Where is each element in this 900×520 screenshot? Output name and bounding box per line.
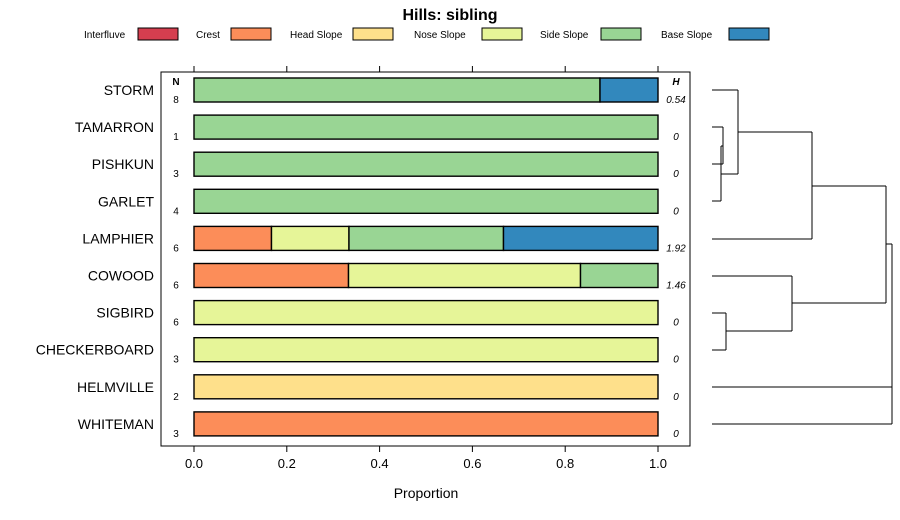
category-label-cowood: COWOOD xyxy=(88,268,154,284)
x-tick-label-5: 1.0 xyxy=(649,456,667,471)
h-header: H xyxy=(672,77,680,88)
legend-label-head-slope: Head Slope xyxy=(290,30,343,41)
dendrogram xyxy=(712,89,893,425)
category-label-helmville: HELMVILLE xyxy=(77,379,154,395)
legend-swatch-interfluve xyxy=(137,27,179,41)
n-header: N xyxy=(172,77,179,88)
category-label-sigbird: SIGBIRD xyxy=(96,305,154,321)
bar-helmville-head-slope xyxy=(193,374,659,400)
legend: Interfluve Crest Head Slope Nose Slope Side … xyxy=(84,27,770,41)
x-tick-label-2: 0.4 xyxy=(371,456,389,471)
category-label-checkerboard: CHECKERBOARD xyxy=(36,342,154,358)
legend-swatch-head-slope xyxy=(352,27,394,41)
bar-cowood-crest xyxy=(193,262,350,289)
category-labels: STORM 8 0.54 TAMARRON 1 0 PISHKUN 3 0 GARLET 4 0 LAM… xyxy=(36,82,686,440)
bar-lamphier-crest xyxy=(193,225,273,252)
bar-cowood-side-slope xyxy=(579,262,659,289)
bar-storm-side-slope xyxy=(193,77,601,103)
bar-sigbird-nose-slope xyxy=(193,299,659,326)
legend-label-crest: Crest xyxy=(196,30,220,41)
x-axis: 0.0 0.2 0.4 0.6 0.8 1.0 xyxy=(185,66,667,471)
category-label-garlet: GARLET xyxy=(98,193,154,209)
n-value-cowood: 6 xyxy=(173,281,179,292)
bar-whiteman-crest xyxy=(193,411,659,437)
legend-swatch-side-slope xyxy=(600,27,642,41)
bar-tamarron-side-slope xyxy=(193,114,659,140)
legend-label-interfluve: Interfluve xyxy=(84,30,126,41)
h-value-pishkun: 0 xyxy=(673,169,679,180)
n-value-tamarron: 1 xyxy=(173,132,179,143)
legend-swatch-crest xyxy=(230,27,272,41)
bar-cowood-nose-slope xyxy=(347,262,582,289)
category-label-pishkun: PISHKUN xyxy=(92,156,154,172)
x-axis-title: Proportion xyxy=(394,485,459,501)
n-value-lamphier: 6 xyxy=(173,243,179,254)
bar-checkerboard-nose-slope xyxy=(193,337,659,363)
h-value-lamphier: 1.92 xyxy=(666,243,686,254)
h-value-helmville: 0 xyxy=(673,392,679,403)
h-value-tamarron: 0 xyxy=(673,132,679,143)
legend-label-base-slope: Base Slope xyxy=(661,30,713,41)
bars-group xyxy=(193,77,659,437)
x-tick-label-3: 0.6 xyxy=(463,456,481,471)
h-value-cowood: 1.46 xyxy=(666,281,686,292)
x-tick-label-0: 0.0 xyxy=(185,456,203,471)
n-value-whiteman: 3 xyxy=(173,429,179,440)
bar-pishkun-side-slope xyxy=(193,151,659,177)
category-label-whiteman: WHITEMAN xyxy=(78,416,154,432)
bar-lamphier-side-slope xyxy=(348,225,505,252)
h-value-sigbird: 0 xyxy=(673,318,679,329)
legend-label-side-slope: Side Slope xyxy=(540,30,589,41)
n-value-checkerboard: 3 xyxy=(173,355,179,366)
h-value-whiteman: 0 xyxy=(673,429,679,440)
legend-label-nose-slope: Nose Slope xyxy=(414,30,466,41)
n-value-sigbird: 6 xyxy=(173,318,179,329)
x-tick-label-1: 0.2 xyxy=(278,456,296,471)
bar-storm-base-slope xyxy=(599,77,659,103)
n-value-helmville: 2 xyxy=(173,392,179,403)
bar-lamphier-nose-slope xyxy=(270,225,350,252)
legend-swatch-nose-slope xyxy=(481,27,523,41)
x-tick-label-4: 0.8 xyxy=(556,456,574,471)
panel-frame xyxy=(160,71,691,447)
n-value-garlet: 4 xyxy=(173,206,179,217)
bar-garlet-side-slope xyxy=(193,188,659,215)
h-value-garlet: 0 xyxy=(673,206,679,217)
bar-lamphier-base-slope xyxy=(502,225,659,252)
chart-title: Hills: sibling xyxy=(402,7,497,24)
n-value-storm: 8 xyxy=(173,95,179,106)
category-label-storm: STORM xyxy=(104,82,154,98)
h-value-checkerboard: 0 xyxy=(673,355,679,366)
category-label-lamphier: LAMPHIER xyxy=(82,230,154,246)
n-value-pishkun: 3 xyxy=(173,169,179,180)
category-label-tamarron: TAMARRON xyxy=(75,119,154,135)
h-value-storm: 0.54 xyxy=(666,95,686,106)
legend-swatch-base-slope xyxy=(728,27,770,41)
